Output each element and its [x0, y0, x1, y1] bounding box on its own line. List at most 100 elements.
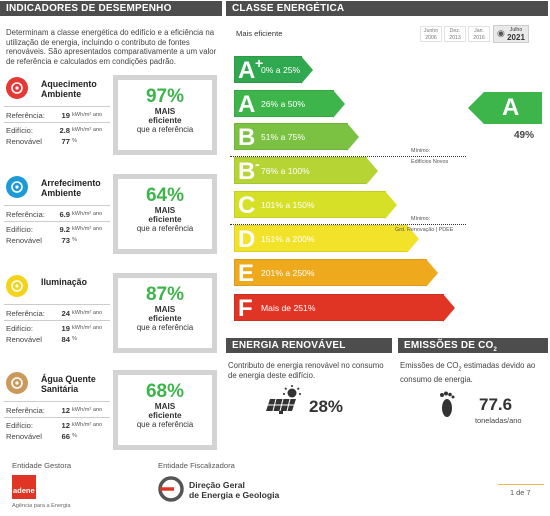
energy-class-bar: B 51% a 75%: [234, 123, 359, 151]
row-label: Edifício:: [6, 126, 34, 135]
current-class-badge: A: [484, 92, 542, 124]
year-tab-2006[interactable]: Junho 2006: [420, 26, 442, 42]
indicator-row: Referência: 6.9 kWh/m² ano: [6, 210, 110, 222]
row-unit: %: [72, 433, 77, 439]
year-tab-2013[interactable]: Dez. 2013: [444, 26, 466, 42]
efficiency-percent: 64%: [145, 185, 185, 206]
mais-label: MAIS: [154, 305, 176, 314]
indicator-row: Edifício: 12 kWh/m² ano: [6, 421, 110, 433]
divider: [4, 221, 110, 222]
row-unit: kWh/m² ano: [72, 325, 103, 331]
efficiency-percent: 87%: [145, 284, 185, 305]
row-value: 84: [61, 335, 70, 344]
class-modifier: -: [255, 156, 260, 172]
eficiente-label: eficiente: [148, 116, 182, 125]
reference-label: que a referência: [136, 323, 194, 332]
class-letter: B: [238, 124, 256, 151]
indicator-card: Iluminação Referência: 24 kWh/m² ano Edifíci…: [0, 273, 222, 363]
class-letter: A: [238, 91, 256, 118]
class-letter: B: [238, 158, 256, 185]
mais-eficiente-label: Mais eficiente: [236, 29, 283, 38]
dgeg-logo-icon: [158, 476, 184, 502]
energy-class-bar: A +0% a 25%: [234, 56, 313, 84]
row-label: Renovável: [6, 137, 42, 146]
indicator-name: Água Quente Sanitária: [41, 374, 96, 394]
energy-class-bar: F Mais de 251%: [234, 294, 455, 322]
class-range: 0% a 25%: [261, 65, 301, 75]
row-unit: kWh/m² ano: [72, 112, 103, 118]
bar-arrow: [426, 259, 438, 287]
row-value: 19: [61, 111, 70, 120]
entidade-gestora-label: Entidade Gestora: [12, 461, 72, 470]
row-label: Edifício:: [6, 324, 34, 333]
energy-class-bar: C 101% a 150%: [234, 191, 397, 219]
efficiency-box: 97% MAIS eficiente que a referência: [113, 75, 217, 155]
solar-panel-icon: [266, 385, 306, 415]
adene-logo: adene: [12, 475, 36, 499]
indicator-name: Arrefecimento Ambiente: [41, 178, 101, 198]
class-range: 151% a 200%: [261, 234, 315, 244]
footer-rule: [498, 484, 544, 485]
indicator-name: Iluminação: [41, 277, 87, 287]
bar-arrow: [333, 90, 345, 118]
bar-arrow: [443, 294, 455, 322]
section-header-co2: EMISSÕES DE CO2: [398, 338, 548, 353]
indicator-row: Renovável 77%: [6, 137, 110, 149]
energy-class-bar: E 201% a 250%: [234, 259, 438, 287]
divider: [4, 205, 110, 206]
row-label: Referência:: [6, 210, 45, 219]
row-value: 9.2: [59, 225, 70, 234]
year-tab-2016[interactable]: Jan. 2016: [468, 26, 490, 42]
section-header-classe: CLASSE ENERGÉTICA: [226, 1, 548, 16]
class-range: 201% a 250%: [261, 268, 315, 278]
indicator-row: Edifício: 19 kWh/m² ano: [6, 324, 110, 336]
divider: [4, 417, 110, 418]
renovavel-text: Contributo de energia renovável no consu…: [228, 361, 384, 380]
indicator-row: Renovável 66%: [6, 432, 110, 444]
divider: [4, 106, 110, 107]
bulb-small-icon: ◉: [497, 28, 505, 38]
row-unit: %: [72, 237, 77, 243]
divider: [4, 320, 110, 321]
mais-label: MAIS: [154, 402, 176, 411]
hot-water-icon: [6, 372, 28, 394]
indicator-row: Referência: 19 kWh/m² ano: [6, 111, 110, 123]
renovavel-value: 28%: [309, 397, 344, 416]
year-tab-2021[interactable]: ◉ Julho 2021: [493, 25, 529, 43]
row-unit: kWh/m² ano: [72, 226, 103, 232]
reference-label: que a referência: [136, 420, 194, 429]
eficiente-label: eficiente: [148, 314, 182, 323]
indicator-row: Referência: 24 kWh/m² ano: [6, 309, 110, 321]
class-range: 51% a 75%: [261, 132, 305, 142]
row-label: Edifício:: [6, 225, 34, 234]
class-range: 26% a 50%: [261, 99, 305, 109]
row-unit: kWh/m² ano: [72, 407, 103, 413]
bar-arrow: [385, 191, 397, 219]
bar-arrow: [301, 56, 313, 84]
class-range: Mais de 251%: [261, 303, 316, 313]
co2-unit: toneladas/ano: [475, 416, 522, 425]
row-value: 2.8: [59, 126, 70, 135]
minimum-renov-label: Mínimo:: [411, 216, 431, 222]
efficiency-percent: 97%: [145, 86, 185, 107]
co2-value: 77.6: [479, 395, 513, 414]
efficiency-box: 64% MAIS eficiente que a referência: [113, 174, 217, 254]
efficiency-box: 68% MAIS eficiente que a referência: [113, 370, 217, 450]
row-value: 12: [61, 421, 70, 430]
reference-label: que a referência: [136, 224, 194, 233]
minimum-new-text: Edifícios Novos: [411, 159, 449, 165]
intro-text: Determinam a classe energética do edifíc…: [6, 28, 217, 66]
lightbulb-icon: [6, 275, 28, 297]
indicator-card: Arrefecimento Ambiente Referência: 6.9 kWh/…: [0, 174, 222, 264]
page-number: 1 de 7: [510, 488, 531, 497]
row-unit: kWh/m² ano: [72, 211, 103, 217]
bar-arrow: [366, 157, 378, 185]
minimum-renov-text: Grd. Renovação | PDEE: [395, 227, 454, 233]
row-value: 24: [61, 309, 70, 318]
row-label: Referência:: [6, 406, 45, 415]
indicator-row: Edifício: 9.2 kWh/m² ano: [6, 225, 110, 237]
section-header-indicadores: INDICADORES DE DESEMPENHO: [0, 1, 222, 16]
row-label: Edifício:: [6, 421, 34, 430]
indicator-row: Renovável 73%: [6, 236, 110, 248]
entidade-fiscalizadora-label: Entidade Fiscalizadora: [158, 461, 235, 470]
